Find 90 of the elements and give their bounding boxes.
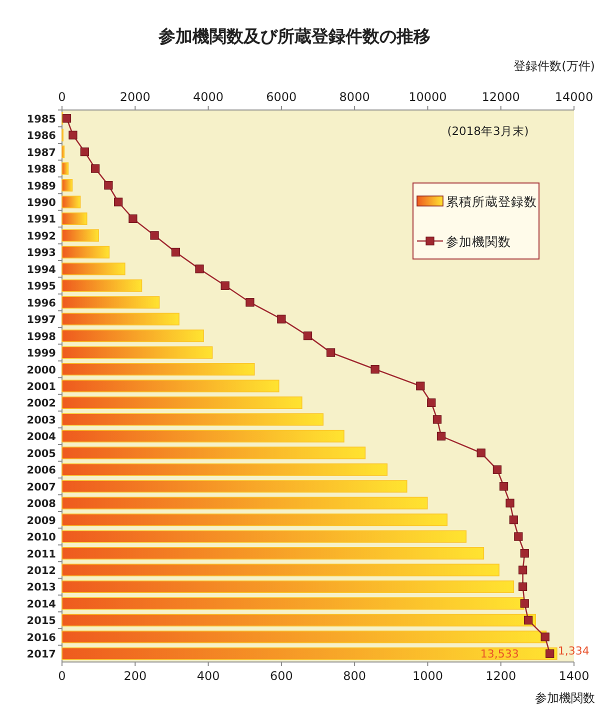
y-tick-label: 2005 bbox=[26, 448, 56, 460]
y-tick-label: 1991 bbox=[26, 214, 56, 226]
x-tick-label: 1400 bbox=[558, 669, 590, 683]
x2-tick-label: 4000 bbox=[193, 90, 224, 104]
y-tick-label: 2010 bbox=[26, 532, 56, 544]
y-tick-label: 1994 bbox=[26, 264, 56, 276]
x2-tick-label: 12000 bbox=[482, 90, 520, 104]
y-tick-label: 2013 bbox=[26, 582, 56, 594]
y-tick-label: 2006 bbox=[26, 464, 56, 477]
point bbox=[326, 348, 336, 357]
x2-tick-label: 2000 bbox=[120, 90, 150, 104]
point bbox=[432, 415, 442, 424]
y-tick-label: 2017 bbox=[26, 648, 56, 661]
y-tick-label: 1988 bbox=[26, 164, 56, 176]
y-tick-label: 1986 bbox=[26, 130, 56, 142]
x-tick-label: 400 bbox=[196, 669, 220, 683]
point bbox=[104, 180, 113, 190]
y-tick-label: 2014 bbox=[26, 598, 56, 610]
y-tick-label: 2001 bbox=[26, 381, 56, 393]
point bbox=[509, 516, 518, 524]
point bbox=[90, 164, 100, 173]
y-tick-label: 2011 bbox=[26, 548, 56, 560]
legend-label: 累積所蔵登録数 bbox=[446, 194, 537, 209]
x-tick-label: 800 bbox=[343, 669, 366, 683]
data-label: 13,533 bbox=[480, 648, 519, 661]
point bbox=[80, 148, 89, 156]
point bbox=[195, 264, 204, 274]
x-axis-title: 参加機関数 bbox=[535, 691, 595, 705]
y-tick-label: 2007 bbox=[26, 481, 56, 494]
x-tick-label: 1000 bbox=[412, 669, 443, 683]
point bbox=[427, 398, 436, 408]
point bbox=[520, 548, 529, 558]
point bbox=[171, 248, 180, 256]
point bbox=[416, 382, 425, 390]
point bbox=[128, 214, 138, 224]
x2-tick-label: 0 bbox=[58, 90, 66, 104]
y-tick-label: 1985 bbox=[26, 113, 56, 126]
y-tick-label: 2000 bbox=[26, 364, 56, 376]
y-tick-label: 1990 bbox=[26, 197, 56, 209]
point bbox=[476, 448, 486, 458]
point bbox=[524, 616, 533, 624]
point bbox=[114, 198, 123, 206]
y-tick-label: 2004 bbox=[26, 431, 56, 444]
y-tick-label: 2003 bbox=[26, 414, 56, 426]
y-tick-label: 1996 bbox=[26, 297, 56, 310]
point bbox=[506, 498, 514, 508]
point bbox=[277, 314, 286, 324]
x2-tick-label: 10000 bbox=[408, 90, 447, 104]
y-tick-label: 1999 bbox=[26, 348, 56, 360]
y-tick-label: 1989 bbox=[26, 180, 56, 192]
y-tick-label: 2012 bbox=[26, 565, 56, 577]
y-tick-label: 1997 bbox=[26, 314, 56, 326]
x2-tick-label: 14000 bbox=[554, 90, 594, 104]
point bbox=[150, 231, 159, 240]
legend-label: 参加機関数 bbox=[446, 234, 511, 249]
point bbox=[303, 332, 312, 340]
chart-title: 参加機関数及び所蔵登録件数の推移 bbox=[158, 27, 430, 47]
annotation: (2018年3月末) bbox=[447, 124, 529, 138]
y-tick-label: 1993 bbox=[26, 247, 56, 260]
point bbox=[370, 364, 380, 374]
data-label: 1,334 bbox=[558, 644, 590, 658]
x-tick-label: 1200 bbox=[486, 669, 516, 683]
point bbox=[520, 599, 529, 608]
y-tick-label: 2008 bbox=[26, 498, 56, 510]
point bbox=[546, 649, 554, 658]
point bbox=[518, 582, 528, 592]
point bbox=[62, 114, 72, 123]
y-tick-label: 2002 bbox=[26, 398, 56, 410]
x2-axis-title: 登録件数(万件) bbox=[514, 59, 595, 73]
y-tick-label: 2016 bbox=[26, 632, 56, 644]
x-tick-label: 600 bbox=[270, 669, 293, 683]
y-tick-label: 1987 bbox=[26, 146, 56, 159]
point bbox=[492, 465, 502, 474]
y-tick-label: 1998 bbox=[26, 330, 56, 343]
point bbox=[540, 632, 550, 642]
y-tick-label: 1995 bbox=[26, 280, 56, 293]
point bbox=[68, 130, 78, 140]
x-tick-label: 200 bbox=[124, 669, 147, 683]
point bbox=[246, 298, 254, 307]
x2-tick-label: 6000 bbox=[266, 90, 297, 104]
y-tick-label: 2015 bbox=[26, 615, 56, 628]
point bbox=[514, 532, 523, 541]
point bbox=[220, 281, 230, 290]
x-tick-label: 0 bbox=[58, 669, 66, 683]
point bbox=[499, 482, 508, 491]
y-tick-label: 1992 bbox=[26, 230, 56, 242]
y-tick-label: 2009 bbox=[26, 514, 56, 527]
point bbox=[436, 432, 446, 440]
point bbox=[518, 566, 528, 574]
x2-tick-label: 8000 bbox=[339, 90, 370, 104]
